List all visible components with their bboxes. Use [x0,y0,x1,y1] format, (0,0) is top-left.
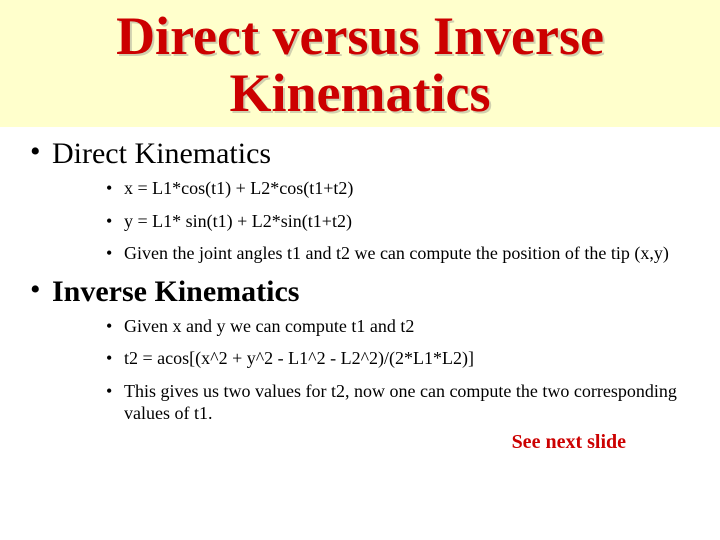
bullet-item: This gives us two values for t2, now one… [106,380,696,425]
section-heading-inverse: Inverse Kinematics [52,275,299,308]
section-direct: Direct Kinematics x = L1*cos(t1) + L2*co… [24,137,696,265]
title-banner: Direct versus Inverse Kinematics [0,0,720,127]
section-heading-direct: Direct Kinematics [52,137,271,170]
bullet-item: t2 = acos[(x^2 + y^2 - L1^2 - L2^2)/(2*L… [106,347,696,370]
bullet-item: Given x and y we can compute t1 and t2 [106,315,696,338]
slide-content: Direct Kinematics x = L1*cos(t1) + L2*co… [0,127,720,454]
bullet-item: Given the joint angles t1 and t2 we can … [106,242,696,265]
slide-title: Direct versus Inverse Kinematics [20,8,700,121]
bullet-item: x = L1*cos(t1) + L2*cos(t1+t2) [106,177,696,200]
section-inverse: Inverse Kinematics Given x and y we can … [24,275,696,425]
see-next-slide-link[interactable]: See next slide [24,431,696,454]
bullet-item: y = L1* sin(t1) + L2*sin(t1+t2) [106,210,696,233]
